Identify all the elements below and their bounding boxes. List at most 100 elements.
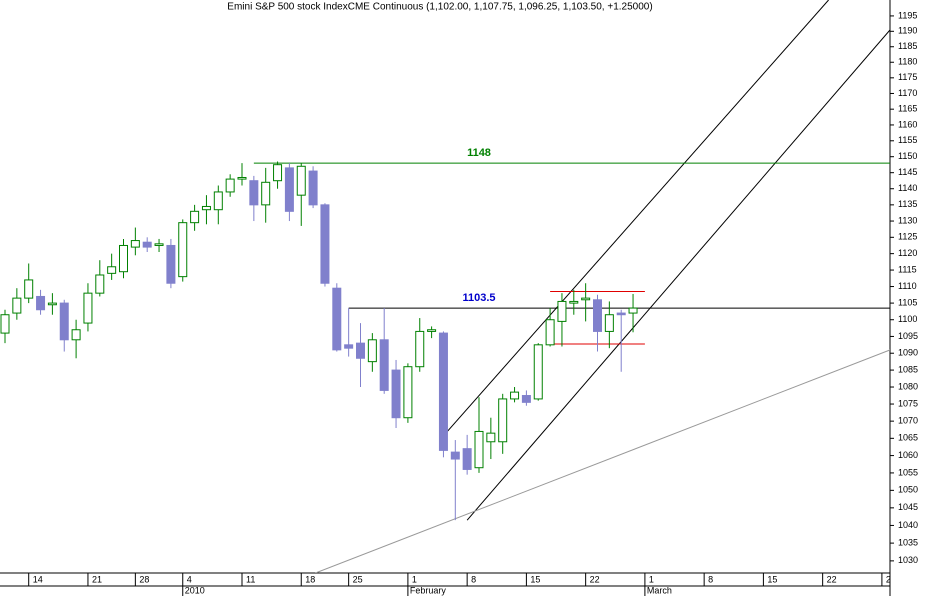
candle-body (498, 398, 508, 443)
candle-body (273, 164, 283, 182)
candle-body (545, 319, 555, 346)
candle-body (403, 366, 413, 419)
y-tick-label: 1070 (898, 416, 918, 426)
candle-body (427, 329, 437, 332)
candle-body (36, 295, 46, 311)
x-tick-label: 8 (708, 574, 713, 584)
candle-body (284, 167, 294, 212)
y-tick-label: 1125 (898, 232, 917, 242)
x-tick-label: 21 (92, 574, 102, 584)
x-tick-label: 14 (33, 574, 43, 584)
candle-body (462, 448, 472, 470)
candle-body (391, 369, 401, 419)
candle-body (510, 391, 520, 400)
chart-title: Emini S&P 500 stock IndexCME Continuous … (227, 2, 652, 13)
candle-body (47, 302, 57, 306)
candle-body (24, 279, 34, 299)
candle-body (0, 314, 10, 334)
candle-body (142, 241, 152, 248)
x-tick-label: 2 (886, 574, 891, 584)
level-label: 1103.5 (462, 292, 495, 304)
candle-body (95, 274, 105, 294)
y-tick-label: 1160 (898, 119, 917, 129)
trend-line (446, 0, 829, 433)
y-tick-label: 1115 (898, 264, 917, 274)
candle-body (166, 244, 176, 284)
y-tick-label: 1130 (898, 215, 917, 225)
y-tick-label: 1165 (898, 104, 917, 114)
x-tick-label: 28 (139, 574, 149, 584)
candle-body (237, 176, 247, 180)
y-tick-label: 1045 (898, 502, 918, 512)
y-tick-label: 1185 (898, 41, 917, 51)
y-tick-label: 1040 (898, 520, 918, 530)
candle-body (628, 307, 638, 314)
y-tick-label: 1135 (898, 199, 917, 209)
candle-body (225, 178, 235, 193)
candle-body (154, 243, 164, 246)
month-label: February (410, 585, 447, 595)
candle-body (178, 222, 188, 278)
candle-body (130, 240, 140, 248)
y-tick-label: 1090 (898, 348, 918, 358)
candle-body (344, 344, 354, 349)
plot-area (0, 0, 890, 573)
y-tick-label: 1085 (898, 364, 918, 374)
candle-body (616, 312, 626, 316)
x-tick-label: 22 (590, 574, 600, 584)
candle-body (332, 287, 342, 351)
y-tick-label: 1140 (898, 183, 917, 193)
candle-body (593, 299, 602, 332)
candle-body (415, 330, 425, 368)
candle-body (59, 302, 69, 341)
y-tick-label: 1155 (898, 135, 917, 145)
candle-body (533, 344, 543, 400)
x-tick-label: 15 (530, 574, 540, 584)
y-tick-label: 1080 (898, 381, 918, 391)
candle-body (521, 395, 531, 403)
y-tick-label: 1190 (898, 26, 917, 36)
x-tick-label: 22 (827, 574, 837, 584)
candle-body (367, 339, 377, 363)
candle-body (296, 165, 306, 196)
trend-line (466, 29, 890, 521)
y-tick-label: 1150 (898, 151, 917, 161)
trend-line (315, 349, 890, 573)
y-tick-label: 1050 (898, 485, 918, 495)
y-tick-label: 1055 (898, 467, 918, 477)
candle-body (190, 210, 200, 224)
candle-body (438, 332, 448, 451)
y-tick-label: 1060 (898, 450, 918, 460)
x-tick-label: 11 (246, 574, 255, 584)
candle-body (557, 300, 567, 322)
candle-body (569, 300, 579, 304)
y-tick-label: 1180 (898, 57, 917, 67)
y-tick-label: 1075 (898, 398, 918, 408)
candle-body (379, 339, 389, 391)
level-label: 1148 (467, 147, 491, 159)
candle-body (201, 205, 211, 211)
x-tick-label: 25 (353, 574, 363, 584)
candle-body (83, 292, 93, 324)
y-tick-label: 1175 (898, 72, 917, 82)
candle-body (261, 181, 271, 206)
candle-body (604, 314, 614, 332)
candle-body (249, 180, 259, 206)
candle-body (474, 430, 484, 469)
candle-body (581, 297, 591, 301)
x-tick-label: 4 (187, 574, 192, 584)
candle-body (119, 244, 128, 273)
candle-body (12, 297, 22, 314)
y-tick-label: 1120 (898, 248, 917, 258)
candle-body (213, 191, 223, 211)
candle-body (486, 432, 496, 443)
candle-body (450, 451, 460, 460)
y-tick-label: 1100 (898, 314, 917, 324)
y-tick-label: 1030 (898, 555, 918, 565)
x-tick-label: 18 (305, 574, 315, 584)
y-tick-label: 1065 (898, 433, 918, 443)
candle-body (356, 342, 365, 359)
x-tick-label: 1 (412, 574, 417, 584)
